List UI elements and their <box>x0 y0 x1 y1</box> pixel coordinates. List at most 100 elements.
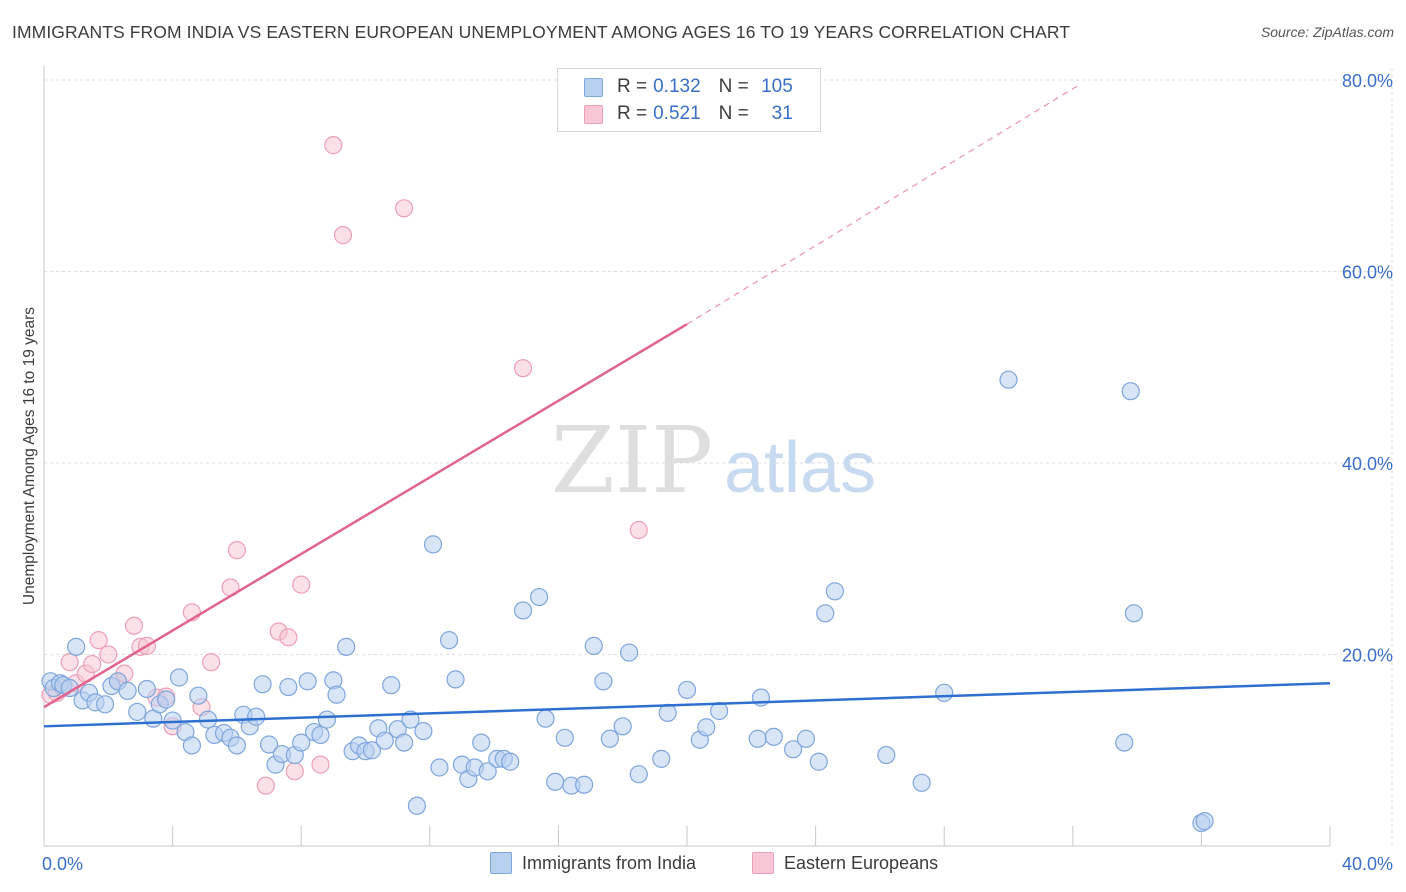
eastern-point <box>324 136 343 155</box>
india-point <box>555 728 574 747</box>
axes <box>43 66 1331 847</box>
eastern-point <box>629 520 648 540</box>
eastern-point <box>60 653 79 672</box>
india-point <box>157 690 176 709</box>
india-point <box>472 733 491 752</box>
india-point <box>317 710 337 729</box>
india-points <box>41 370 1214 833</box>
legend-swatch-eastern <box>584 104 603 124</box>
eastern-point <box>292 575 311 594</box>
india-point <box>414 721 433 741</box>
legend-swatch-india <box>490 852 512 874</box>
legend-label-india: Immigrants from India <box>522 852 697 873</box>
series-legend: Immigrants from India Eastern Europeans <box>0 852 1406 878</box>
watermark-zip: ZIP <box>551 407 713 514</box>
eastern-point <box>99 645 118 664</box>
india-point <box>394 733 414 752</box>
india-point <box>247 707 266 726</box>
india-point <box>629 765 648 784</box>
india-point <box>825 582 844 601</box>
india-point <box>327 685 346 704</box>
gridlines <box>44 68 1393 846</box>
india-point <box>935 683 954 702</box>
eastern-point <box>285 762 304 781</box>
legend-label-eastern: Eastern Europeans <box>784 852 939 873</box>
india-point <box>137 679 156 699</box>
legend-r-label: R = <box>617 76 648 97</box>
y-tick-label: 60.0% <box>1342 263 1393 283</box>
watermark-atlas: atlas <box>724 428 876 508</box>
india-point <box>128 702 147 722</box>
india-point <box>594 672 613 691</box>
india-point <box>501 752 520 771</box>
legend-item-india[interactable]: Immigrants from India <box>490 852 696 874</box>
x-tick-label: 40.0% <box>1342 854 1393 874</box>
india-point <box>877 745 896 765</box>
india-point <box>362 741 382 760</box>
eastern-point <box>202 653 221 672</box>
chart-title: IMMIGRANTS FROM INDIA VS EASTERN EUROPEA… <box>12 22 1071 42</box>
india-point <box>67 637 86 656</box>
india-point <box>430 758 449 777</box>
correlation-legend: R = 0.132 N = 105 R = 0.521 N = 31 <box>557 68 821 132</box>
eastern-point <box>89 631 108 650</box>
tick-labels: 20.0% 40.0% 60.0% 80.0% 0.0% 40.0% <box>42 71 1393 874</box>
india-point <box>584 636 603 655</box>
india-point <box>697 718 716 737</box>
india-point <box>169 668 189 687</box>
india-point <box>423 535 443 554</box>
india-point <box>999 370 1018 389</box>
india-point <box>375 731 394 750</box>
y-tick-label: 20.0% <box>1342 646 1393 666</box>
india-point <box>652 749 671 768</box>
eastern-point <box>279 628 298 647</box>
y-tick-label: 40.0% <box>1342 454 1393 474</box>
legend-n-label: N = <box>718 103 749 124</box>
india-point <box>253 675 272 694</box>
legend-r-value: 0.521 <box>653 103 701 124</box>
source-label: Source: ZipAtlas.com <box>1260 24 1394 40</box>
india-point <box>546 772 565 791</box>
india-point <box>118 681 137 700</box>
india-point <box>796 729 816 748</box>
india-point <box>1115 733 1134 752</box>
india-point <box>259 735 279 754</box>
india-point <box>816 604 835 623</box>
eastern-point <box>311 755 330 774</box>
india-point <box>279 677 298 697</box>
x-tick-label: 0.0% <box>42 854 83 874</box>
india-point <box>658 703 677 723</box>
eastern-trend-line <box>43 323 688 709</box>
india-point <box>292 733 311 752</box>
india-point <box>189 686 208 705</box>
eastern-point <box>513 359 533 378</box>
legend-item-eastern[interactable]: Eastern Europeans <box>752 852 938 874</box>
legend-n-label: N = <box>718 76 749 97</box>
legend-n-value: 31 <box>771 103 793 124</box>
india-point <box>227 736 246 755</box>
india-point <box>478 762 497 781</box>
india-point <box>439 631 459 650</box>
eastern-point <box>394 199 414 218</box>
india-point <box>407 796 427 815</box>
india-point <box>748 729 767 748</box>
eastern-point <box>256 776 275 795</box>
eastern-point <box>83 654 102 674</box>
india-point <box>764 727 783 746</box>
india-point <box>809 752 828 771</box>
y-axis-label: Unemployment Among Ages 16 to 19 years <box>21 306 38 606</box>
india-point <box>677 680 697 700</box>
legend-n-value: 105 <box>761 76 793 97</box>
india-point <box>446 670 465 689</box>
india-point <box>575 775 594 794</box>
india-point <box>1195 812 1214 831</box>
india-point <box>1124 604 1143 623</box>
eastern-point <box>333 226 353 245</box>
india-point <box>912 773 931 792</box>
india-point <box>95 695 115 714</box>
legend-r-value: 0.132 <box>653 76 701 97</box>
india-point <box>613 717 632 736</box>
watermark: ZIP atlas <box>551 407 876 514</box>
legend-swatch-india <box>584 77 603 97</box>
